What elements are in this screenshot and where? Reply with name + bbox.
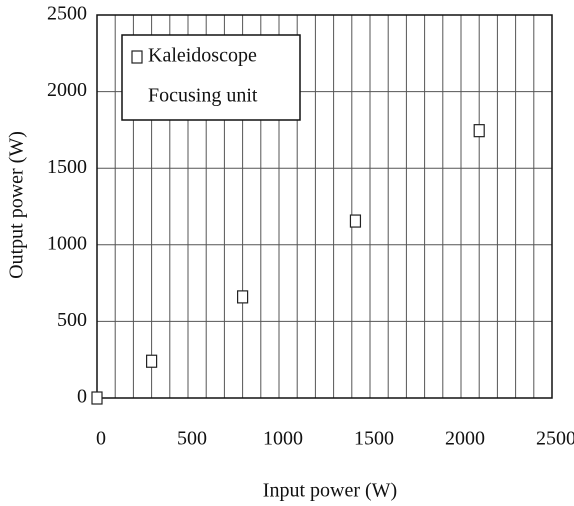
legend-label: Kaleidoscope <box>148 45 257 67</box>
data-point <box>473 124 485 138</box>
x-tick-label: 2500 <box>536 428 574 450</box>
legend-box <box>121 34 301 121</box>
y-tick-label: 1000 <box>47 232 87 254</box>
x-tick-label: 2000 <box>445 428 485 450</box>
legend-marker <box>131 50 143 64</box>
y-tick-label: 2500 <box>47 3 87 25</box>
y-tick-label: 500 <box>57 309 87 331</box>
legend-label: Focusing unit <box>148 85 258 107</box>
data-point <box>91 391 103 405</box>
data-point <box>349 214 362 228</box>
x-axis-label: Input power (W) <box>263 480 397 502</box>
x-tick-label: 1000 <box>263 428 303 450</box>
y-axis-label: Output power (W) <box>6 131 28 279</box>
y-tick-label: 0 <box>77 386 87 408</box>
x-tick-label: 500 <box>177 428 207 450</box>
data-point <box>146 354 158 368</box>
x-tick-label: 1500 <box>354 428 394 450</box>
data-point <box>237 290 249 304</box>
y-tick-label: 2000 <box>47 79 87 101</box>
y-tick-label: 1500 <box>47 156 87 178</box>
plot-frame <box>96 14 553 399</box>
x-tick-label: 0 <box>96 428 106 450</box>
